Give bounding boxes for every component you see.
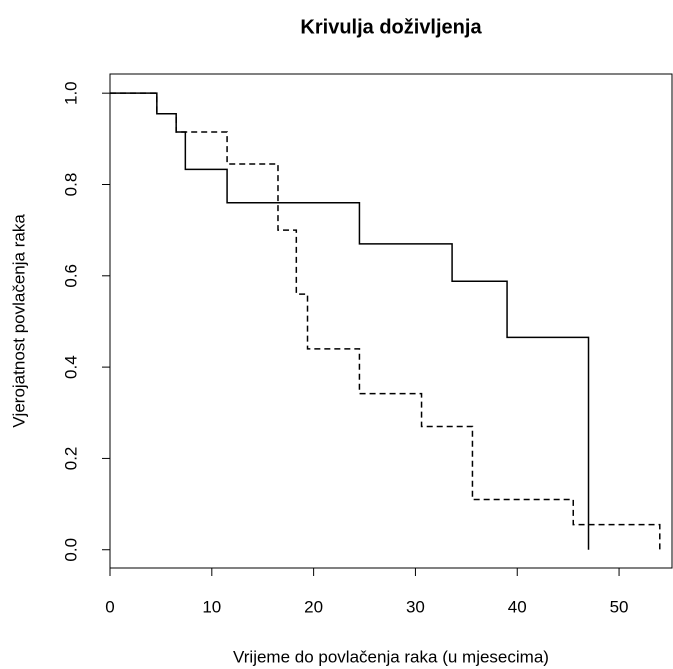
y-tick-label: 0.6 (61, 264, 80, 288)
y-tick-label: 0.2 (61, 447, 80, 471)
survival-curve (110, 92, 661, 550)
survival-curve (110, 92, 590, 550)
x-tick-label: 10 (202, 597, 221, 616)
x-tick-label: 30 (406, 597, 425, 616)
x-tick-label: 20 (304, 597, 323, 616)
x-tick-label: 50 (610, 597, 629, 616)
y-tick-label: 0.0 (61, 538, 80, 562)
x-axis-label: Vrijeme do povlačenja raka (u mjesecima) (233, 647, 549, 666)
chart-title: Krivulja doživljenja (300, 16, 482, 38)
y-tick-label: 0.8 (61, 173, 80, 197)
x-tick-label: 40 (508, 597, 527, 616)
y-tick-label: 1.0 (61, 81, 80, 105)
x-tick-label: 0 (105, 597, 114, 616)
plot-frame (109, 73, 673, 569)
y-axis-label: Vjerojatnost povlačenja raka (9, 214, 28, 428)
y-tick-label: 0.4 (61, 355, 80, 379)
